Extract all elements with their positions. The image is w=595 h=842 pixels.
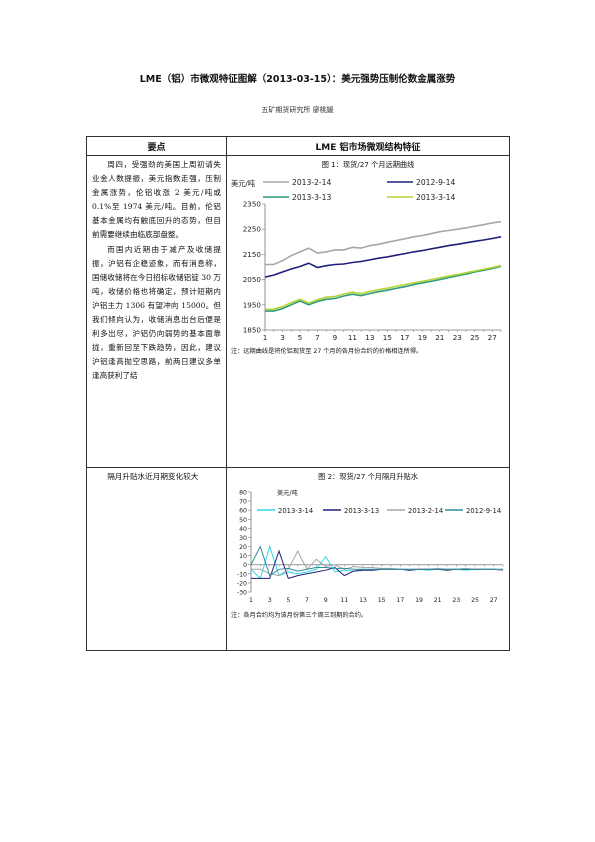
- fwd-y-tick-label: 2050: [243, 275, 262, 284]
- fwd-series-line-2013-3-13: [265, 265, 502, 312]
- spread-y-tick-label: 40: [239, 526, 247, 533]
- figure-2-note: 注：各月合约均为该月份第三个周三到期的合约。: [231, 612, 368, 619]
- figure-1-caption: 图 1：现货/27 个月远期曲线: [321, 160, 415, 169]
- row1-paragraph-1: 周四，受强劲的美国上周初请失业金人数提振，美元指数走强，压制金属涨势，伦铝收涨 …: [92, 160, 221, 240]
- spread-y-tick-label: -20: [237, 580, 247, 587]
- spread-x-tick-label: 3: [268, 597, 272, 604]
- spread-x-tick-label: 9: [324, 597, 328, 604]
- spread-y-tick-label: 60: [239, 508, 247, 515]
- fwd-x-tick-label: 11: [348, 333, 357, 342]
- fwd-x-tick-label: 9: [333, 333, 338, 342]
- fwd-x-tick-label: 15: [383, 333, 392, 342]
- fwd-x-tick-label: 3: [280, 333, 285, 342]
- spread-y-tick-label: 20: [239, 544, 247, 551]
- spread-x-tick-label: 19: [415, 597, 423, 604]
- spread-y-tick-label: 80: [239, 490, 247, 497]
- spread-y-tick-label: -30: [237, 590, 247, 597]
- row2-paragraph: 隔月升贴水近月期变化较大: [107, 472, 199, 481]
- row2-figure-cell: 图 2：现货/27 个月隔月升贴水 -30 -20 -10 0 10 20 30 40 50 60…: [226, 467, 510, 651]
- spread-series-line-2013-3-14: [250, 544, 504, 580]
- fwd-x-tick-label: 19: [418, 333, 428, 342]
- table-header-key-points: 要点: [86, 136, 227, 156]
- fwd-series-line-2013-3-14: [265, 264, 502, 311]
- spread-y-tick-label: 70: [239, 499, 247, 506]
- spread-x-tick-label: 15: [378, 597, 386, 604]
- fwd-y-tick-label: 1950: [243, 300, 262, 309]
- spread-y-tick-label: 30: [239, 535, 247, 542]
- spread-x-tick-label: 21: [434, 597, 442, 604]
- spread-x-tick-label: 7: [305, 597, 309, 604]
- spread-y-axis-label: 美元/吨: [277, 489, 298, 497]
- table-header-structure: LME 铝市场微观结构特征: [226, 136, 510, 156]
- spread-x-tick-label: 23: [452, 597, 460, 604]
- spread-x-tick-label: 27: [490, 597, 498, 604]
- row1-paragraph-2: 而国内近期由于减产及收储提振，沪铝有企稳迹象，而有消息称，国储收储将在今日招标收…: [92, 244, 221, 381]
- spread-series-line-2012-9-14: [250, 545, 503, 577]
- spread-y-tick-label: 50: [239, 517, 247, 524]
- fwd-x-tick-label: 21: [435, 333, 444, 342]
- spread-legend-label: 2013-3-13: [344, 507, 379, 515]
- figure-1-note: 注：远期曲线是将伦铝现货至 27 个月的各月份合约的价格相连所得。: [231, 348, 423, 355]
- fwd-y-tick-label: 2350: [243, 200, 262, 209]
- document-author: 五矿期货研究所 廖桃媛: [261, 106, 334, 114]
- fwd-x-tick-label: 5: [298, 333, 303, 342]
- fwd-y-axis-label: 美元/吨: [231, 179, 255, 188]
- spread-x-tick-label: 25: [471, 597, 479, 604]
- spread-x-tick-label: 5: [286, 597, 290, 604]
- fwd-y-tick-label: 1850: [243, 326, 262, 335]
- fwd-legend-label: 2013-3-13: [292, 193, 331, 202]
- fwd-x-tick-label: 7: [315, 333, 320, 342]
- spread-legend-label: 2013-2-14: [408, 507, 443, 515]
- fwd-x-tick-label: 13: [365, 333, 374, 342]
- spread-y-tick-label: 10: [239, 553, 247, 560]
- fwd-y-tick-label: 2250: [243, 225, 262, 234]
- fwd-series-line-2012-9-14: [264, 236, 502, 278]
- spread-x-tick-label: 13: [359, 597, 367, 604]
- fwd-x-tick-label: 17: [400, 333, 409, 342]
- row1-text-cell: 周四，受强劲的美国上周初请失业金人数提振，美元指数走强，压制金属涨势，伦铝收涨 …: [86, 155, 227, 468]
- fwd-legend-label: 2013-2-14: [292, 178, 331, 187]
- fwd-legend-label: 2013-3-14: [416, 193, 455, 202]
- fwd-y-tick-label: 2150: [243, 250, 262, 259]
- spread-x-tick-label: 11: [340, 597, 348, 604]
- fwd-legend-label: 2012-9-14: [416, 178, 455, 187]
- fwd-x-tick-label: 25: [470, 333, 479, 342]
- spread-x-tick-label: 17: [396, 597, 404, 604]
- fwd-x-tick-label: 23: [453, 333, 462, 342]
- spread-legend-label: 2012-9-14: [466, 507, 501, 515]
- spread-y-tick-label: 0: [243, 562, 247, 569]
- spread-legend-label: 2013-3-14: [278, 507, 313, 515]
- fwd-x-tick-label: 1: [263, 333, 268, 342]
- figure-2-caption: 图 2：现货/27 个月隔月升贴水: [318, 472, 418, 481]
- fwd-series-line-2013-2-14: [265, 220, 502, 266]
- fwd-x-tick-label: 27: [488, 333, 497, 342]
- spread-x-tick-label: 1: [249, 597, 253, 604]
- row2-text-cell: 隔月升贴水近月期变化较大: [86, 467, 227, 651]
- document-title: LME（铝）市微观特征图解（2013-03-15）：美元强势压制伦数金属涨势: [139, 74, 456, 85]
- row1-figure-cell: 图 1：现货/27 个月远期曲线 1850 1950 2050 2150 2250 235…: [226, 155, 510, 468]
- main-table: 要点 LME 铝市场微观结构特征 周四，受强劲的美国上周初请失业金人数提振，美元…: [86, 136, 510, 651]
- spread-y-tick-label: -10: [237, 571, 247, 578]
